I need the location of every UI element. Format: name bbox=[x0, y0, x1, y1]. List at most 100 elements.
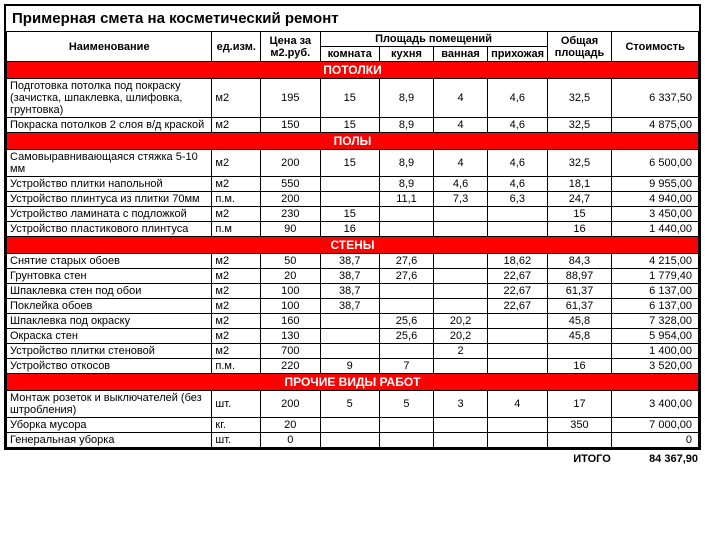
cell-price: 130 bbox=[261, 329, 320, 344]
cell-name: Окраска стен bbox=[7, 329, 212, 344]
cell-total-area: 45,8 bbox=[547, 314, 612, 329]
cell-area-1 bbox=[379, 344, 433, 359]
cell-cost: 6 137,00 bbox=[612, 284, 699, 299]
cell-name: Устройство откосов bbox=[7, 359, 212, 374]
cell-area-1: 8,9 bbox=[379, 79, 433, 118]
cell-unit: п.м bbox=[212, 222, 261, 237]
cell-area-0 bbox=[320, 177, 379, 192]
cell-area-0: 5 bbox=[320, 391, 379, 418]
col-price: Цена за м2.руб. bbox=[261, 32, 320, 62]
cell-area-3: 4 bbox=[488, 391, 547, 418]
table-row: Шпаклевка стен под обоим210038,722,6761,… bbox=[7, 284, 699, 299]
cell-area-1: 8,9 bbox=[379, 118, 433, 133]
cell-area-2: 2 bbox=[434, 344, 488, 359]
cell-area-3 bbox=[488, 207, 547, 222]
cell-area-3: 22,67 bbox=[488, 299, 547, 314]
cell-area-3 bbox=[488, 359, 547, 374]
cell-price: 100 bbox=[261, 284, 320, 299]
section-header: СТЕНЫ bbox=[7, 237, 699, 254]
cell-area-3: 18,62 bbox=[488, 254, 547, 269]
cell-area-3 bbox=[488, 433, 547, 448]
section-header: ПОЛЫ bbox=[7, 133, 699, 150]
cell-name: Устройство ламината с подложкой bbox=[7, 207, 212, 222]
cell-area-0 bbox=[320, 344, 379, 359]
cell-total-area: 61,37 bbox=[547, 299, 612, 314]
cell-cost: 9 955,00 bbox=[612, 177, 699, 192]
cell-cost: 6 500,00 bbox=[612, 150, 699, 177]
cell-unit: м2 bbox=[212, 207, 261, 222]
cell-total-area: 16 bbox=[547, 359, 612, 374]
cell-area-0 bbox=[320, 418, 379, 433]
cell-total-area: 61,37 bbox=[547, 284, 612, 299]
table-row: Устройство ламината с подложкойм22301515… bbox=[7, 207, 699, 222]
cell-area-3 bbox=[488, 314, 547, 329]
cell-name: Устройство плинтуса из плитки 70мм bbox=[7, 192, 212, 207]
cell-name: Устройство пластикового плинтуса bbox=[7, 222, 212, 237]
cell-total-area: 18,1 bbox=[547, 177, 612, 192]
cell-total-area: 88,97 bbox=[547, 269, 612, 284]
cell-area-1 bbox=[379, 418, 433, 433]
cell-area-3: 22,67 bbox=[488, 269, 547, 284]
cell-cost: 4 875,00 bbox=[612, 118, 699, 133]
table-row: Устройство плинтуса из плитки 70ммп.м.20… bbox=[7, 192, 699, 207]
cell-area-3: 4,6 bbox=[488, 150, 547, 177]
cell-price: 20 bbox=[261, 418, 320, 433]
cell-area-1: 8,9 bbox=[379, 177, 433, 192]
table-row: Шпаклевка под окраскум216025,620,245,87 … bbox=[7, 314, 699, 329]
cell-price: 20 bbox=[261, 269, 320, 284]
cell-area-3 bbox=[488, 222, 547, 237]
cell-area-1: 11,1 bbox=[379, 192, 433, 207]
total-label: ИТОГО bbox=[4, 452, 614, 466]
estimate-table: Наименование ед.изм. Цена за м2.руб. Пло… bbox=[6, 31, 699, 448]
table-row: Подготовка потолка под покраску (зачистк… bbox=[7, 79, 699, 118]
cell-area-2: 4,6 bbox=[434, 177, 488, 192]
cell-cost: 3 520,00 bbox=[612, 359, 699, 374]
cell-cost: 0 bbox=[612, 433, 699, 448]
cell-total-area: 32,5 bbox=[547, 150, 612, 177]
cell-area-2 bbox=[434, 284, 488, 299]
table-row: Уборка мусоракг.203507 000,00 bbox=[7, 418, 699, 433]
col-area-group: Площадь помещений bbox=[320, 32, 547, 47]
cell-price: 100 bbox=[261, 299, 320, 314]
cell-area-0: 15 bbox=[320, 207, 379, 222]
cell-unit: м2 bbox=[212, 329, 261, 344]
cell-area-0 bbox=[320, 314, 379, 329]
cell-area-2: 4 bbox=[434, 118, 488, 133]
cell-area-1: 25,6 bbox=[379, 329, 433, 344]
cell-unit: м2 bbox=[212, 344, 261, 359]
cell-total-area bbox=[547, 344, 612, 359]
cell-cost: 1 400,00 bbox=[612, 344, 699, 359]
cell-area-0: 38,7 bbox=[320, 254, 379, 269]
cell-total-area bbox=[547, 433, 612, 448]
cell-area-0 bbox=[320, 192, 379, 207]
cell-unit: п.м. bbox=[212, 359, 261, 374]
col-unit: ед.изм. bbox=[212, 32, 261, 62]
cell-name: Грунтовка стен bbox=[7, 269, 212, 284]
doc-title: Примерная смета на косметический ремонт bbox=[6, 6, 699, 31]
cell-name: Самовыравнивающаяся стяжка 5-10 мм bbox=[7, 150, 212, 177]
col-room-2: ванная bbox=[434, 47, 488, 62]
cell-area-2 bbox=[434, 433, 488, 448]
cell-name: Уборка мусора bbox=[7, 418, 212, 433]
cell-cost: 7 328,00 bbox=[612, 314, 699, 329]
cell-name: Устройство плитки напольной bbox=[7, 177, 212, 192]
cell-area-2 bbox=[434, 418, 488, 433]
cell-name: Генеральная уборка bbox=[7, 433, 212, 448]
cell-unit: шт. bbox=[212, 433, 261, 448]
col-total-area: Общая площадь bbox=[547, 32, 612, 62]
cell-cost: 1 779,40 bbox=[612, 269, 699, 284]
cell-total-area: 84,3 bbox=[547, 254, 612, 269]
cell-unit: п.м. bbox=[212, 192, 261, 207]
col-name: Наименование bbox=[7, 32, 212, 62]
cell-area-1: 25,6 bbox=[379, 314, 433, 329]
cell-area-3 bbox=[488, 418, 547, 433]
cell-area-1 bbox=[379, 433, 433, 448]
cell-price: 220 bbox=[261, 359, 320, 374]
cell-area-3: 6,3 bbox=[488, 192, 547, 207]
cell-area-0: 16 bbox=[320, 222, 379, 237]
cell-cost: 6 137,00 bbox=[612, 299, 699, 314]
table-row: Генеральная уборкашт.00 bbox=[7, 433, 699, 448]
cell-area-0 bbox=[320, 433, 379, 448]
cell-area-2 bbox=[434, 222, 488, 237]
cell-name: Устройство плитки стеновой bbox=[7, 344, 212, 359]
